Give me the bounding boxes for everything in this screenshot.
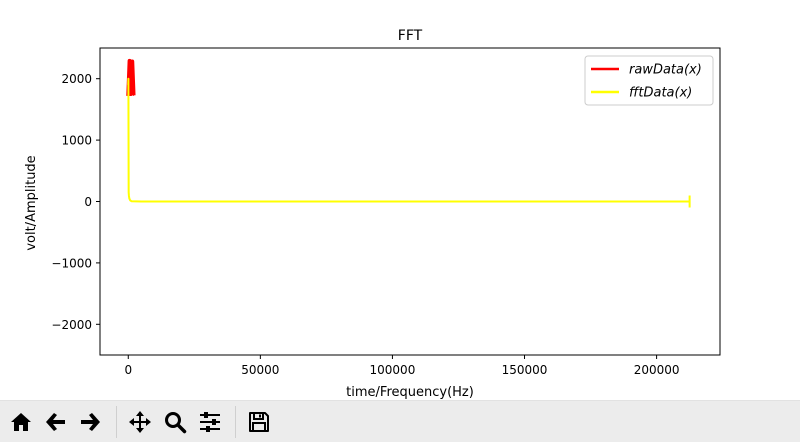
figure-canvas: FFT 0 50000 100000 150000 200000 −2000 −1000 0 1… [24, 28, 721, 400]
data-point-1-2 [128, 191, 130, 193]
data-point-0-3 [131, 60, 133, 63]
data-point-1-3 [128, 195, 130, 197]
sliders-icon [200, 412, 220, 432]
axes: 0 50000 100000 150000 200000 −2000 −1000 0 1000 2… [51, 47, 721, 377]
navigation-toolbar [0, 400, 800, 442]
y-tick-label: 0 [84, 195, 92, 209]
legend-label-0: rawData(x) [629, 63, 702, 78]
y-tick-label: 1000 [61, 134, 92, 148]
floppy-disk-icon [249, 412, 269, 432]
y-tick-label: −2000 [51, 318, 92, 332]
x-axis-label: time/Frequency(Hz) [346, 385, 474, 400]
back-button[interactable] [41, 407, 71, 437]
y-tick-label: −1000 [51, 256, 92, 270]
toolbar-separator [235, 406, 236, 438]
x-tick-label: 200000 [634, 363, 680, 377]
magnifier-icon [165, 412, 187, 434]
chart-title: FFT [398, 28, 423, 44]
data-point-1-11 [656, 200, 658, 203]
data-point-1-8 [259, 200, 261, 203]
fft-chart: FFT 0 50000 100000 150000 200000 −2000 −1000 0 1… [24, 28, 721, 400]
data-point-1-5 [129, 199, 131, 201]
data-point-1-9 [391, 200, 394, 203]
move-icon [129, 411, 151, 433]
home-button[interactable] [6, 407, 36, 437]
data-point-1-7 [140, 200, 143, 203]
y-axis-label: volt/Amplitude [24, 155, 39, 250]
plot-area [126, 58, 691, 208]
save-button[interactable] [244, 407, 274, 437]
data-point-0-4 [132, 94, 135, 96]
zoom-button[interactable] [160, 407, 190, 437]
toolbar-separator [116, 406, 117, 438]
data-point-1-10 [523, 200, 526, 203]
x-tick-label: 50000 [241, 363, 279, 377]
arrow-left-icon [46, 413, 65, 431]
x-tick-label: 0 [124, 363, 132, 377]
data-point-1-1 [127, 78, 129, 80]
data-point-0-1 [128, 60, 131, 62]
x-tick-label: 150000 [502, 363, 548, 377]
data-point-1-6 [130, 200, 133, 202]
legend: rawData(x) fftData(x) [584, 55, 714, 106]
pan-button[interactable] [125, 407, 155, 437]
data-point-1-0 [127, 84, 129, 86]
x-tick-label: 100000 [370, 363, 416, 377]
legend-label-1: fftData(x) [629, 86, 692, 101]
data-point-0-2 [130, 93, 132, 95]
data-point-1-4 [128, 197, 130, 200]
home-icon [11, 413, 31, 431]
configure-button[interactable] [195, 407, 225, 437]
arrow-right-icon [81, 413, 100, 431]
forward-button[interactable] [75, 407, 105, 437]
y-tick-label: 2000 [61, 72, 92, 86]
